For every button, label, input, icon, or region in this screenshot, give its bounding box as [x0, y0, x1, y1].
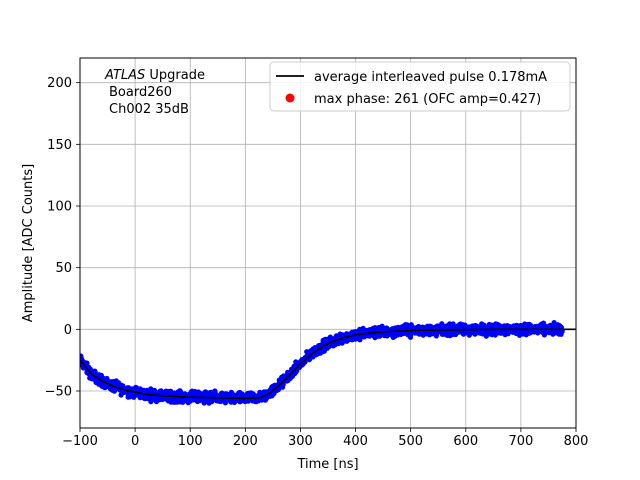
plot-frame	[79, 57, 577, 429]
y-axis-label: Amplitude [ADC Counts]	[21, 164, 36, 322]
atlas-label: ATLAS	[104, 68, 145, 83]
y-tick-label: 0	[64, 323, 72, 338]
scatter-point	[559, 329, 565, 335]
y-ticks: −50 0 50 100 150 200	[45, 76, 80, 400]
legend-entry-max-phase: max phase: 261 (OFC amp=0.427)	[314, 92, 541, 107]
x-ticks: −100 0 100 200 300 400 500 600 700 800	[62, 428, 588, 449]
x-tick-label: 800	[564, 434, 589, 449]
x-tick-label: 400	[343, 434, 368, 449]
x-tick-label: 0	[131, 434, 139, 449]
channel-label: Ch002 35dB	[109, 102, 189, 117]
legend-dot-marker	[285, 93, 295, 103]
board-label: Board260	[109, 85, 172, 100]
svg-text:ATLAS Upgrade: ATLAS Upgrade	[104, 68, 205, 83]
y-tick-label: 50	[55, 261, 72, 276]
legend-box	[269, 61, 571, 112]
legend: average interleaved pulse 0.178mA max ph…	[269, 61, 571, 112]
average-pulse-line	[80, 328, 576, 400]
atlas-annotation: ATLAS Upgrade Board260 Ch002 35dB	[104, 68, 205, 117]
y-tick-label: 200	[47, 76, 72, 91]
legend-entry-average: average interleaved pulse 0.178mA	[314, 70, 547, 85]
x-tick-label: 300	[288, 434, 313, 449]
x-tick-label: −100	[62, 434, 98, 449]
x-tick-label: 500	[398, 434, 423, 449]
x-tick-label: 200	[233, 434, 258, 449]
y-tick-label: 100	[47, 200, 72, 215]
x-tick-label: 600	[453, 434, 478, 449]
x-tick-label: 100	[178, 434, 203, 449]
x-tick-label: 700	[508, 434, 533, 449]
y-tick-label: −50	[45, 385, 72, 400]
x-axis-label: Time [ns]	[296, 457, 358, 472]
scatter-point	[404, 322, 410, 328]
scatter-point	[84, 360, 90, 366]
y-tick-label: 150	[47, 138, 72, 153]
plot-area	[80, 58, 576, 428]
upgrade-label: Upgrade	[145, 68, 205, 83]
